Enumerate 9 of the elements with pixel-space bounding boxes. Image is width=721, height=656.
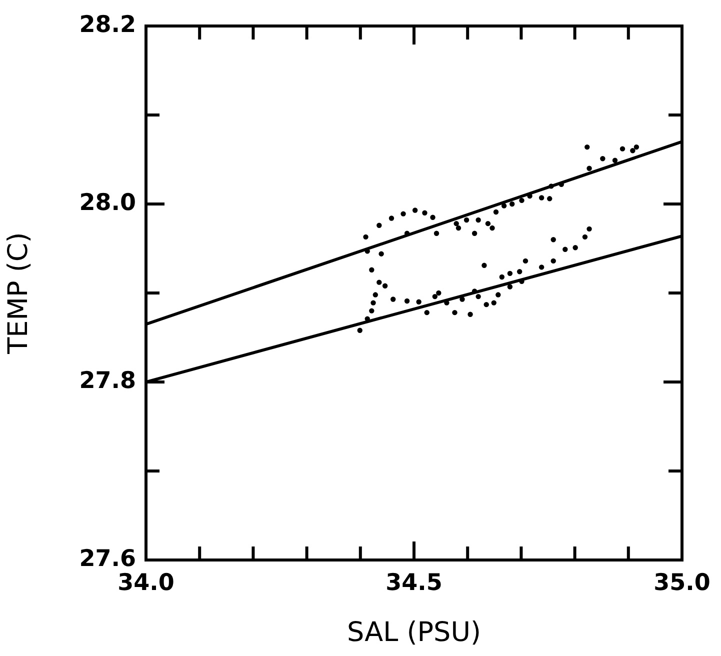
x-tick-label: 34.0 — [118, 570, 174, 596]
y-tick-label: 28.2 — [79, 12, 136, 38]
y-tick-label: 28.0 — [79, 190, 136, 216]
x-tick-label: 34.5 — [386, 570, 442, 596]
x-axis-title: SAL (PSU) — [347, 616, 481, 648]
y-tick-label: 27.8 — [79, 368, 136, 394]
y-axis-title: TEMP (C) — [3, 232, 34, 355]
x-tick-label: 35.0 — [654, 570, 710, 596]
y-tick-label: 27.6 — [79, 546, 136, 572]
